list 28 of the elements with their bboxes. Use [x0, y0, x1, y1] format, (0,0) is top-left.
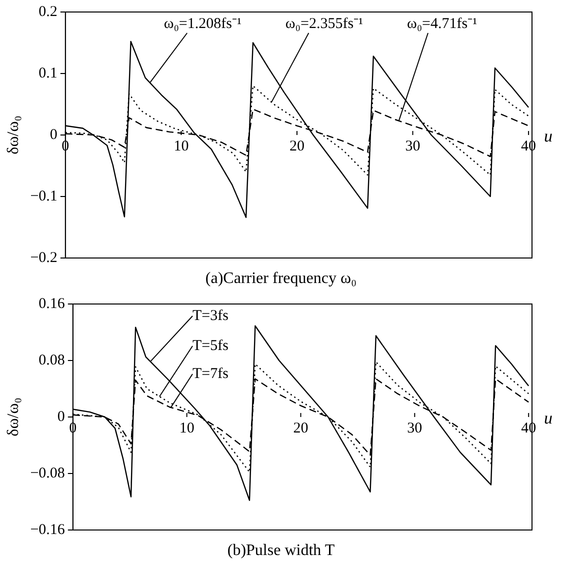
- y-tick-label: −0.16: [30, 522, 66, 538]
- x-tick-label: 30: [407, 420, 422, 436]
- y-tick-label: 0.1: [38, 65, 58, 82]
- x-tick-label: 20: [289, 138, 304, 154]
- y-tick-label: 0.16: [38, 296, 66, 312]
- text: (b)Pulse width T: [226, 542, 336, 561]
- text: ω₀=4.71fs⁻¹: [406, 16, 478, 32]
- y-tick-label: 0.08: [38, 352, 65, 368]
- series-label: ω₀=1.208fs⁻¹: [164, 16, 242, 32]
- x-tick-label: 10: [174, 138, 189, 154]
- y-axis-title: δω/ω₀: [4, 398, 22, 436]
- x-tick-label: 20: [293, 420, 308, 436]
- y-tick-label: −0.1: [30, 188, 58, 204]
- y-tick-label: −0.08: [30, 465, 65, 482]
- x-axis-title: u: [544, 126, 552, 146]
- x-tick-label: 10: [179, 420, 194, 436]
- text: ω₀=2.355fs⁻¹: [285, 16, 364, 32]
- y-tick-label: −0.2: [30, 250, 58, 266]
- x-axis-title: u: [544, 408, 552, 428]
- series-label: T=5fs: [192, 338, 229, 354]
- text: (a)Carrier frequency ω₀: [204, 270, 358, 289]
- series-label: T=7fs: [192, 366, 229, 382]
- y-tick-label: 0: [57, 408, 65, 425]
- y-tick-label: 0.2: [38, 4, 58, 20]
- x-tick-label: 30: [405, 138, 420, 154]
- series-label: T=3fs: [192, 308, 229, 324]
- y-axis-title: δω/ω₀: [4, 116, 22, 154]
- y-tick-label: 0: [50, 126, 58, 143]
